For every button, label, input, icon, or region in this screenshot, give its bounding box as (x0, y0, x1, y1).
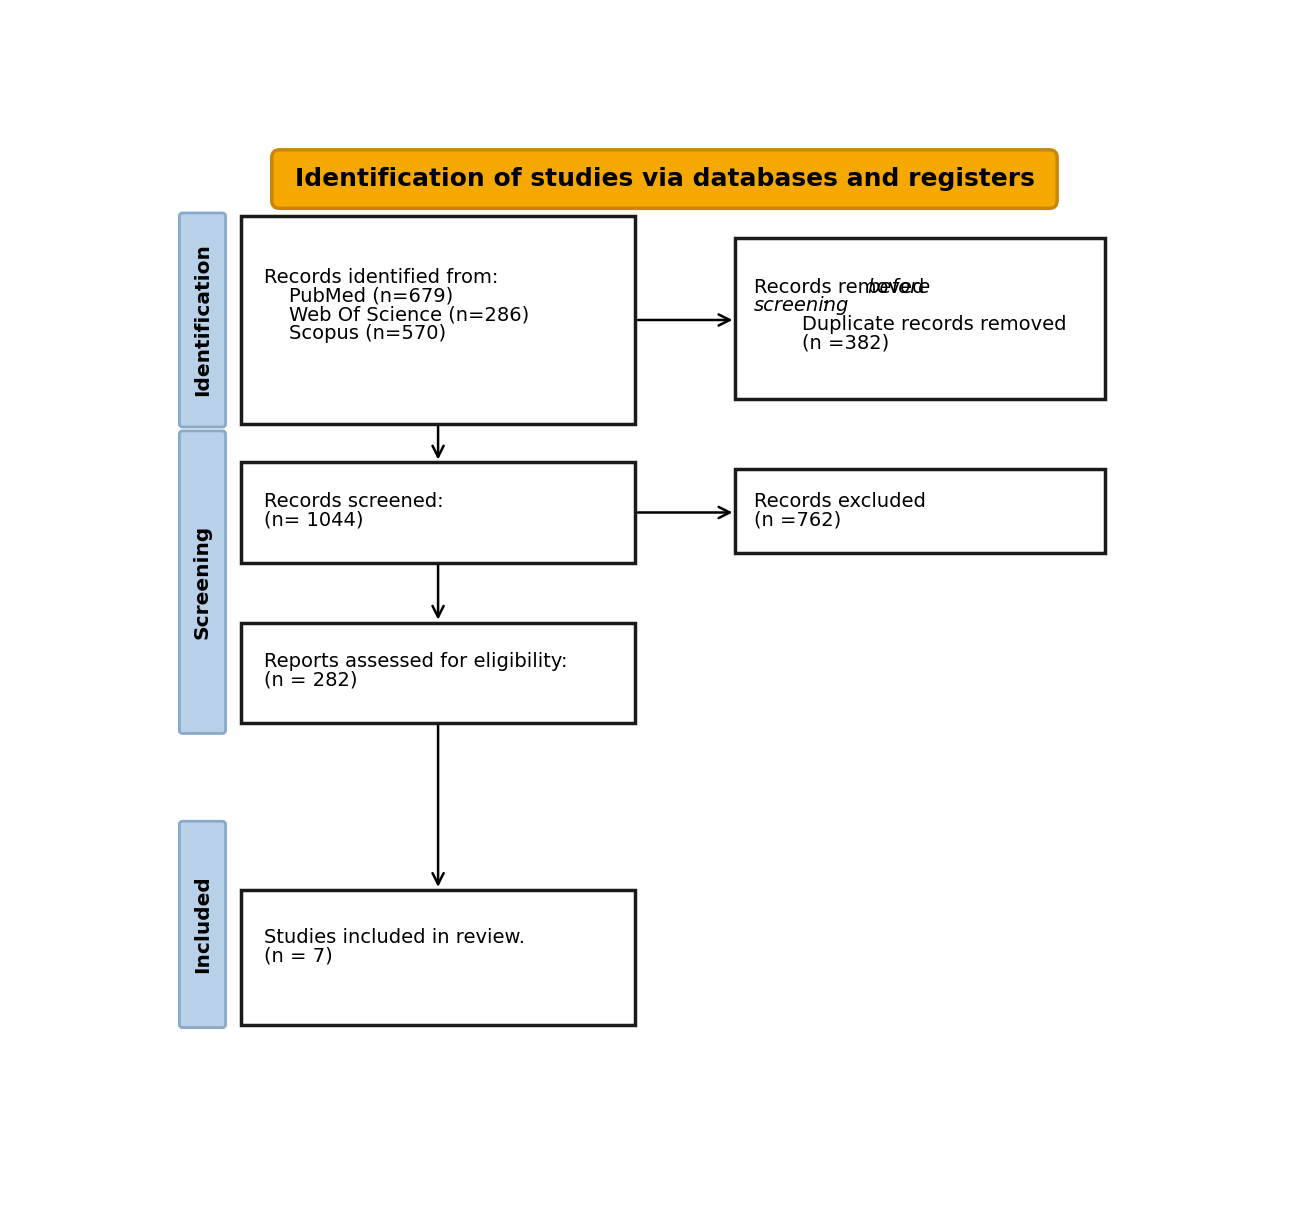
FancyBboxPatch shape (179, 431, 226, 733)
Text: Records screened:: Records screened: (263, 491, 444, 511)
FancyBboxPatch shape (271, 150, 1057, 208)
FancyBboxPatch shape (735, 237, 1105, 399)
Text: (n =762): (n =762) (754, 511, 841, 529)
FancyBboxPatch shape (735, 468, 1105, 553)
Text: Studies included in review.: Studies included in review. (263, 928, 526, 947)
Text: Web Of Science (n=286): Web Of Science (n=286) (263, 305, 530, 324)
FancyBboxPatch shape (179, 822, 226, 1027)
Text: Reports assessed for eligibility:: Reports assessed for eligibility: (263, 652, 567, 670)
Text: Identification: Identification (193, 243, 212, 397)
Text: Records identified from:: Records identified from: (263, 269, 498, 288)
Text: Scopus (n=570): Scopus (n=570) (263, 324, 447, 342)
Text: (n =382): (n =382) (778, 333, 889, 352)
Text: :: : (822, 296, 828, 315)
Text: (n = 7): (n = 7) (263, 946, 332, 966)
FancyBboxPatch shape (241, 217, 635, 424)
Text: Duplicate records removed: Duplicate records removed (778, 315, 1067, 334)
FancyBboxPatch shape (241, 462, 635, 563)
Text: Identification of studies via databases and registers: Identification of studies via databases … (295, 167, 1035, 191)
Text: Screening: Screening (193, 525, 212, 639)
FancyBboxPatch shape (179, 213, 226, 427)
Text: PubMed (n=679): PubMed (n=679) (263, 287, 453, 306)
Text: before: before (867, 277, 931, 296)
FancyBboxPatch shape (241, 889, 635, 1025)
Text: Records removed: Records removed (754, 277, 931, 296)
Text: (n= 1044): (n= 1044) (263, 511, 363, 529)
Text: (n = 282): (n = 282) (263, 670, 357, 690)
Text: Records excluded: Records excluded (754, 491, 925, 511)
Text: Included: Included (193, 876, 212, 973)
Text: screening: screening (754, 296, 849, 315)
FancyBboxPatch shape (241, 623, 635, 722)
